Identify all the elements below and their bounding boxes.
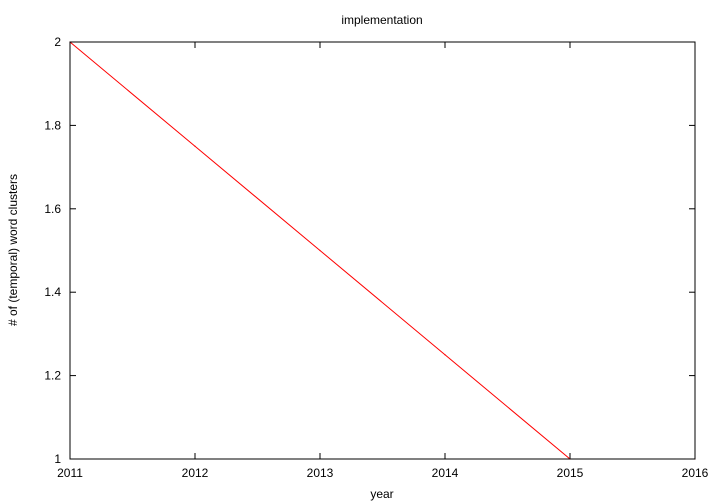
data-point <box>194 145 196 147</box>
y-tick-label: 1.8 <box>44 118 61 132</box>
series-line <box>69 41 695 460</box>
y-tick-label: 1.6 <box>44 202 61 216</box>
y-tick-label: 1 <box>54 452 61 466</box>
y-tick-label: 2 <box>54 35 61 49</box>
x-tick-label: 2012 <box>182 466 209 480</box>
axis-ticks: 2011 2012 2013 2014 2015 2016 1 1.2 1.4 1.6 1.8 2 <box>44 35 708 480</box>
x-tick-label: 2014 <box>432 466 459 480</box>
x-axis-label: year <box>370 487 393 501</box>
data-point <box>444 354 446 356</box>
y-tick-label: 1.4 <box>44 285 61 299</box>
x-tick-label: 2016 <box>682 466 709 480</box>
plot-series <box>69 41 696 460</box>
x-tick-label: 2013 <box>307 466 334 480</box>
x-tick-label: 2015 <box>557 466 584 480</box>
y-axis-label: # of (temporal) word clusters <box>6 174 20 326</box>
x-tick-label: 2011 <box>57 466 83 480</box>
chart-title: implementation <box>341 13 422 27</box>
data-point <box>319 249 321 252</box>
y-tick-label: 1.2 <box>44 369 61 383</box>
plot-frame <box>69 41 696 460</box>
